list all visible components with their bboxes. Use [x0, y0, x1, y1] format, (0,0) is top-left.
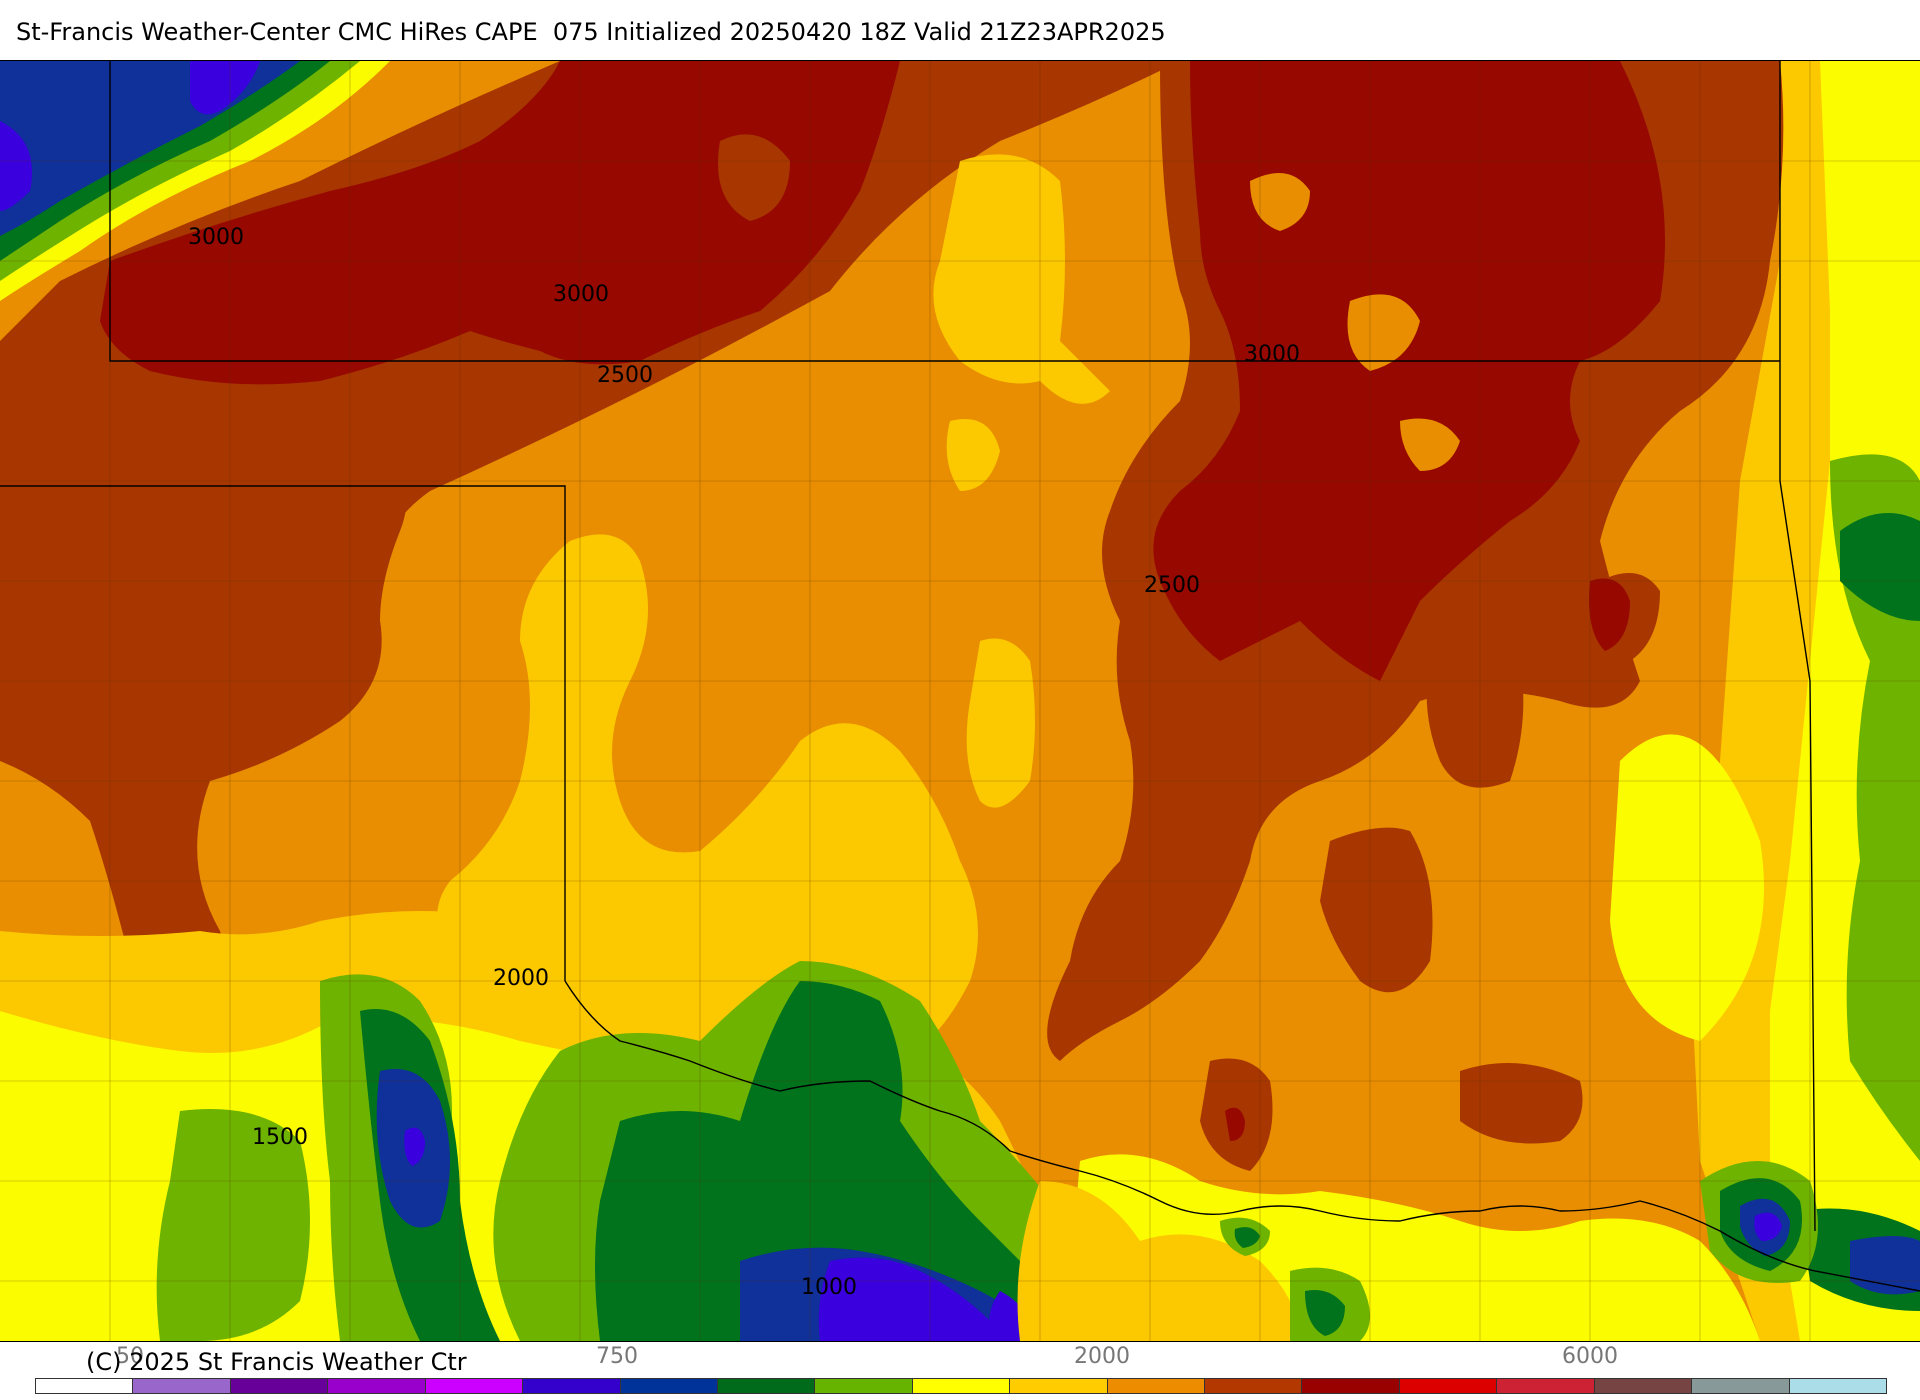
- cape-fill-east-brown-3: [1460, 1063, 1583, 1144]
- cape-fill-ne-dark-orange-3: [1400, 418, 1460, 471]
- cape-map-canvas: 3000 3000 2500 3000 2500 2000 1500 1000: [0, 61, 1920, 1341]
- colorbar-label-50: 50: [116, 1344, 144, 1369]
- colorbar-label-2000: 2000: [1074, 1344, 1130, 1369]
- colorbar-swatch: [717, 1379, 816, 1393]
- colorbar-swatch: [912, 1379, 1011, 1393]
- cape-fill-east-green: [1840, 513, 1920, 621]
- cape-fill-sw-lime: [156, 1109, 310, 1341]
- colorbar-swatch: [1399, 1379, 1498, 1393]
- cape-fill-center-gold-2: [966, 638, 1035, 808]
- state-boundaries: [0, 61, 1920, 1292]
- cape-fill-se-purple: [1754, 1212, 1782, 1241]
- colorbar-swatch: [1107, 1379, 1206, 1393]
- cape-colorbar: [35, 1378, 1887, 1394]
- contour-label-2500-east: 2500: [1144, 573, 1200, 598]
- contour-label-3000-nw: 3000: [188, 225, 244, 250]
- colorbar-swatch: [1302, 1379, 1400, 1393]
- cape-fill-se-green-3: [1234, 1227, 1260, 1248]
- colorbar-swatch: [1789, 1379, 1887, 1393]
- contour-label-2000: 2000: [493, 966, 549, 991]
- colorbar-label-6000: 6000: [1562, 1344, 1618, 1369]
- colorbar-swatch: [815, 1379, 913, 1393]
- cape-fill-se-green-2: [1305, 1290, 1345, 1336]
- colorbar-swatch: [1594, 1379, 1693, 1393]
- cape-fill-east-brown-1: [1426, 651, 1524, 788]
- cape-fill-east-deep-red-1: [1589, 578, 1630, 651]
- colorbar-swatch: [230, 1379, 329, 1393]
- cape-fill-east-navy: [1850, 1236, 1920, 1295]
- cape-fill-nw-brown-spot: [718, 134, 790, 221]
- colorbar-swatch: [36, 1379, 134, 1393]
- colorbar-swatch: [1692, 1379, 1790, 1393]
- cape-fill-nw-purple-small: [0, 121, 32, 211]
- contour-label-1000: 1000: [801, 1275, 857, 1300]
- contour-label-3000-north: 3000: [553, 282, 609, 307]
- cape-fill-east-yellow-lower: [1610, 734, 1764, 1041]
- colorbar-swatch: [620, 1379, 718, 1393]
- colorbar-swatch: [425, 1379, 524, 1393]
- cape-fill-se-gold: [1017, 1181, 1300, 1341]
- colorbar-swatch: [1010, 1379, 1108, 1393]
- cape-fill-east-deep-red-2: [1225, 1107, 1245, 1141]
- cape-fill-sw-purple: [404, 1127, 425, 1166]
- colorbar-swatch: [1497, 1379, 1595, 1393]
- county-grid: [0, 61, 1920, 1341]
- cape-fill-nw-deep-red: [100, 61, 900, 385]
- contour-label-2500-north: 2500: [597, 363, 653, 388]
- cape-map: 3000 3000 2500 3000 2500 2000 1500 1000: [0, 60, 1920, 1342]
- cape-fill-south-green: [595, 981, 1090, 1341]
- colorbar-swatch: [1205, 1379, 1303, 1393]
- colorbar-swatch: [133, 1379, 231, 1393]
- cape-fill-center-gold-3: [946, 419, 1000, 491]
- colorbar-label-750: 750: [596, 1344, 638, 1369]
- cape-fill-ne-dark-orange-1: [1250, 173, 1310, 231]
- cape-fill-ne-dark-orange-2: [1347, 294, 1420, 371]
- copyright-notice: (C) 2025 St Francis Weather Ctr: [86, 1348, 467, 1376]
- cape-fill-north-gold: [933, 154, 1110, 404]
- cape-fill-east-lime: [1830, 454, 1920, 1161]
- colorbar-swatch: [328, 1379, 426, 1393]
- contour-label-1500: 1500: [252, 1125, 308, 1150]
- cape-fill-east-brown-2: [1320, 827, 1433, 993]
- contour-label-3000-ne: 3000: [1244, 342, 1300, 367]
- cape-fill-west-brown: [0, 341, 407, 1021]
- cape-fill-south-purple: [818, 1257, 1000, 1341]
- map-title: St-Francis Weather-Center CMC HiRes CAPE…: [16, 18, 1166, 46]
- cape-fill-nw-purple: [190, 61, 260, 115]
- colorbar-swatch: [523, 1379, 621, 1393]
